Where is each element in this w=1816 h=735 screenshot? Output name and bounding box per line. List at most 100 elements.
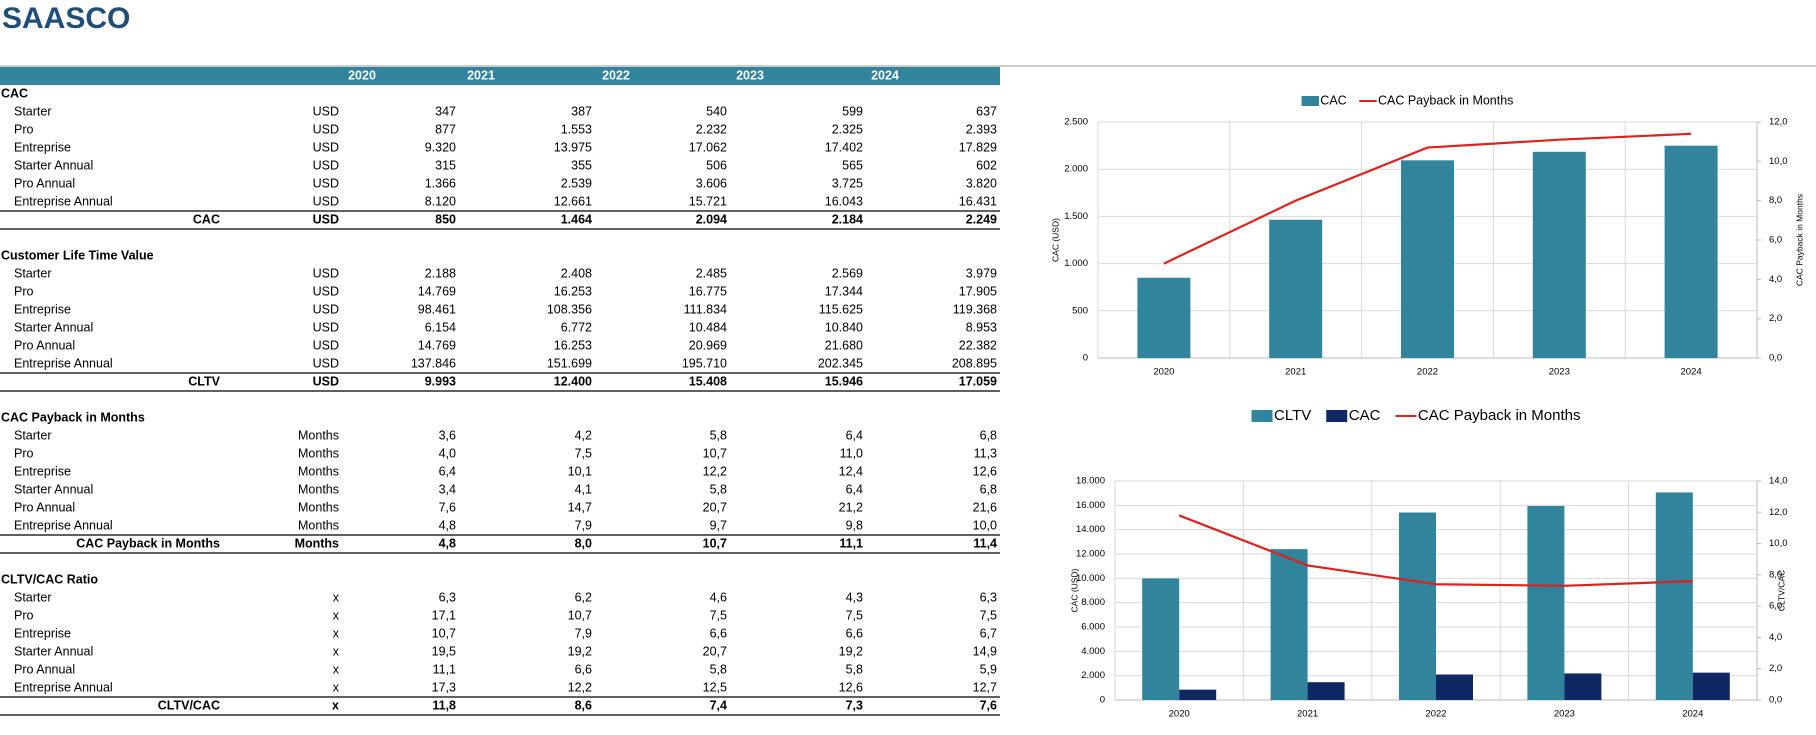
total-cell: 2.184 xyxy=(832,212,863,226)
cell: 17.905 xyxy=(959,284,997,298)
cell: 10,7 xyxy=(568,608,592,622)
cell: 12,5 xyxy=(703,680,727,694)
cell: 20,7 xyxy=(703,500,727,514)
section-title: Customer Life Time Value xyxy=(1,248,154,262)
cell: 6,6 xyxy=(846,626,863,640)
bar xyxy=(1307,682,1345,700)
legend-swatch xyxy=(1301,96,1320,106)
cell: 2.569 xyxy=(832,266,863,280)
legend-label: CAC xyxy=(1349,407,1381,424)
y2-tick-label: 6,0 xyxy=(1769,235,1782,246)
cell: 6,4 xyxy=(846,428,863,442)
row-label: Pro xyxy=(14,284,34,298)
row-label: Entreprise xyxy=(14,626,71,640)
y-tick-label: 0 xyxy=(1100,695,1105,706)
cell: 10,0 xyxy=(973,518,997,532)
bar xyxy=(1564,673,1602,700)
cell: 16.043 xyxy=(825,194,863,208)
row-unit: Months xyxy=(298,464,339,478)
y2-tick-label: 14,0 xyxy=(1769,476,1788,487)
cell: 6,8 xyxy=(980,482,997,496)
cell: 22.382 xyxy=(959,338,997,352)
y-tick-label: 500 xyxy=(1072,305,1088,316)
cell: 115.625 xyxy=(819,302,863,316)
row-label: Pro Annual xyxy=(14,176,75,190)
cell: 4,1 xyxy=(575,482,592,496)
cell: 12,6 xyxy=(839,680,863,694)
total-label: CAC Payback in Months xyxy=(76,536,220,550)
row-label: Pro Annual xyxy=(14,338,75,352)
row-unit: USD xyxy=(313,140,339,154)
cell: 12,2 xyxy=(703,464,727,478)
cell: 3.725 xyxy=(832,176,863,190)
row-label: Starter xyxy=(14,104,52,118)
cell: 1.366 xyxy=(425,176,456,190)
bar xyxy=(1179,689,1217,700)
row-label: Entreprise xyxy=(14,302,71,316)
cell: 202.345 xyxy=(818,356,863,370)
cell: 315 xyxy=(435,158,456,172)
bar xyxy=(1270,549,1308,700)
y-tick-label: 16.000 xyxy=(1076,500,1105,511)
cell: 2.539 xyxy=(561,176,592,190)
cell: 16.775 xyxy=(689,284,727,298)
total-unit: USD xyxy=(313,212,339,226)
cell: 7,9 xyxy=(575,518,592,532)
cell: 2.393 xyxy=(966,122,997,136)
cell: 5,8 xyxy=(710,662,727,676)
row-unit: Months xyxy=(298,482,339,496)
cell: 6,8 xyxy=(980,428,997,442)
legend-label: CLTV xyxy=(1274,407,1311,424)
row-unit: USD xyxy=(313,194,339,208)
cell: 17,1 xyxy=(432,608,456,622)
x-tick-label: 2022 xyxy=(1417,367,1438,378)
y2-tick-label: 2,0 xyxy=(1769,663,1782,674)
cell: 14,9 xyxy=(973,644,997,658)
total-unit: Months xyxy=(295,536,339,550)
cell: 108.356 xyxy=(547,302,592,316)
total-cell: 11,8 xyxy=(432,698,456,712)
total-cell: 850 xyxy=(435,212,456,226)
cell: 7,5 xyxy=(980,608,997,622)
cell: 599 xyxy=(842,104,863,118)
cell: 20,7 xyxy=(703,644,727,658)
row-label: Starter Annual xyxy=(14,158,93,172)
cell: 3,6 xyxy=(439,428,456,442)
row-label: Starter Annual xyxy=(14,320,93,334)
x-tick-label: 2020 xyxy=(1153,367,1174,378)
legend: CLTV CAC CAC Payback in Months xyxy=(1251,407,1580,424)
row-label: Entreprise Annual xyxy=(14,680,113,694)
row-label: Entreprise Annual xyxy=(14,194,113,208)
cell: 8.120 xyxy=(425,194,456,208)
cell: 6,6 xyxy=(710,626,727,640)
x-tick-label: 2023 xyxy=(1549,367,1570,378)
line-series xyxy=(1163,132,1692,265)
cell: 15.721 xyxy=(689,194,727,208)
bar xyxy=(1692,672,1730,700)
cell: 3.820 xyxy=(966,176,997,190)
total-label: CAC xyxy=(193,212,220,226)
row-label: Pro xyxy=(14,446,34,460)
cell: 9,8 xyxy=(846,518,863,532)
total-label: CLTV xyxy=(188,374,220,388)
cell: 2.232 xyxy=(696,122,727,136)
legend-swatch xyxy=(1326,410,1348,422)
cell: 7,9 xyxy=(575,626,592,640)
cell: 3.979 xyxy=(966,266,997,280)
y-tick-label: 0 xyxy=(1083,353,1088,364)
row-unit: USD xyxy=(313,122,339,136)
y-axis-title: CAC (USD) xyxy=(1050,218,1060,262)
cell: 11,1 xyxy=(433,662,456,676)
cell: 6,7 xyxy=(980,626,997,640)
cell: 16.253 xyxy=(554,338,592,352)
row-label: Starter Annual xyxy=(14,482,93,496)
cell: 7,5 xyxy=(575,446,592,460)
cell: 10,7 xyxy=(432,626,456,640)
total-unit: x xyxy=(332,698,339,712)
cell: 17,3 xyxy=(432,680,456,694)
y-tick-label: 10.000 xyxy=(1076,573,1105,584)
bar xyxy=(1142,578,1180,700)
y-tick-label: 4.000 xyxy=(1081,646,1105,657)
section-title: CLTV/CAC Ratio xyxy=(1,572,98,586)
total-cell: 15.946 xyxy=(825,374,863,388)
